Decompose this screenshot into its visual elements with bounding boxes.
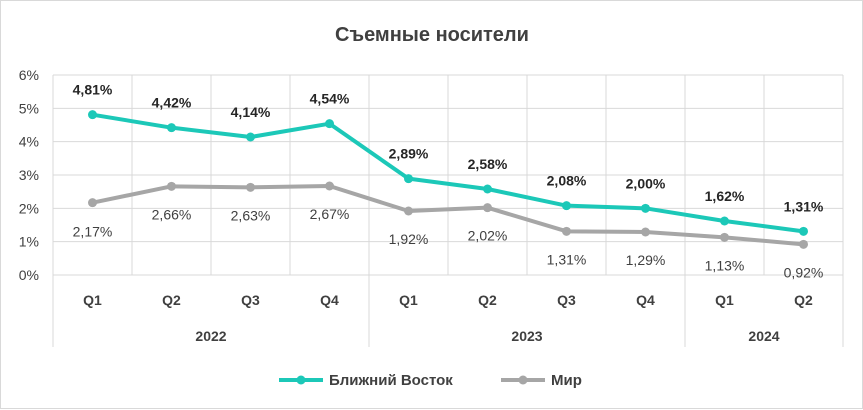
data-point	[167, 181, 176, 191]
chart-title: Съемные носители	[335, 24, 529, 46]
data-point	[246, 182, 255, 192]
data-point	[404, 206, 413, 216]
year-group-label: 2022	[195, 328, 226, 344]
data-label: 2,58%	[468, 156, 508, 172]
data-labels: 4,81% 4,42% 4,14% 4,54% 2,89% 2,58% 2,08% 2,00%…	[73, 82, 824, 281]
data-point	[404, 174, 413, 184]
data-point	[246, 132, 255, 142]
series-line	[90, 112, 806, 234]
data-label: 4,81%	[73, 82, 113, 98]
data-label: 4,14%	[231, 104, 271, 120]
legend: Ближний Восток Мир	[279, 372, 582, 389]
data-label: 4,54%	[310, 91, 350, 107]
data-point	[88, 198, 97, 208]
data-point	[799, 226, 808, 236]
data-label: 1,62%	[705, 188, 745, 204]
x-axis: Q1 Q2 Q3 Q4 Q1 Q2 Q3 Q4 Q1 Q2 2022 2023 2024	[52, 275, 844, 347]
series-line	[90, 184, 806, 247]
data-point	[325, 119, 334, 129]
data-label: 2,67%	[310, 206, 350, 222]
data-point	[88, 110, 97, 120]
data-label: 1,92%	[389, 231, 429, 247]
data-point	[483, 203, 492, 213]
year-group-label: 2024	[748, 328, 779, 344]
x-tick-label: Q1	[83, 292, 102, 308]
data-label: 2,89%	[389, 146, 429, 162]
x-tick-label: Q1	[715, 292, 734, 308]
data-label: 1,31%	[547, 251, 587, 267]
x-tick-label: Q4	[636, 292, 655, 308]
y-tick-label: 2%	[19, 200, 39, 216]
x-tick-label: Q1	[399, 292, 418, 308]
data-point	[483, 184, 492, 194]
legend-label: Мир	[551, 372, 582, 389]
data-point	[720, 232, 729, 242]
x-tick-label: Q3	[241, 292, 260, 308]
data-point	[641, 227, 650, 237]
data-label: 2,17%	[73, 224, 113, 240]
data-label: 2,66%	[152, 206, 192, 222]
y-axis: 0% 1% 2% 3% 4% 5% 6%	[19, 67, 39, 283]
data-point	[799, 239, 808, 249]
data-label: 1,31%	[784, 198, 824, 214]
x-tick-label: Q2	[794, 292, 813, 308]
x-tick-label: Q2	[162, 292, 181, 308]
data-point	[562, 201, 571, 211]
y-tick-label: 3%	[19, 167, 39, 183]
y-tick-label: 5%	[19, 100, 39, 116]
data-label: 1,29%	[626, 252, 666, 268]
data-point	[641, 203, 650, 213]
data-point	[720, 216, 729, 226]
data-label: 2,00%	[626, 175, 666, 191]
series-lines	[88, 110, 808, 249]
data-label: 2,08%	[547, 173, 587, 189]
y-tick-label: 0%	[19, 267, 39, 283]
data-label: 2,02%	[468, 228, 508, 244]
data-label: 1,13%	[705, 257, 745, 273]
x-tick-label: Q4	[320, 292, 339, 308]
data-point	[562, 226, 571, 236]
y-tick-label: 4%	[19, 134, 39, 150]
data-label: 2,63%	[231, 207, 271, 223]
data-point	[325, 181, 334, 191]
data-label: 0,92%	[784, 264, 824, 280]
grid	[52, 74, 844, 276]
legend-marker	[518, 375, 528, 385]
y-tick-label: 6%	[19, 67, 39, 83]
x-tick-label: Q2	[478, 292, 497, 308]
x-tick-label: Q3	[557, 292, 576, 308]
legend-marker	[296, 375, 306, 385]
data-point	[167, 123, 176, 133]
data-label: 4,42%	[152, 95, 192, 111]
legend-label: Ближний Восток	[329, 372, 453, 389]
y-tick-label: 1%	[19, 234, 39, 250]
year-group-label: 2023	[511, 328, 542, 344]
